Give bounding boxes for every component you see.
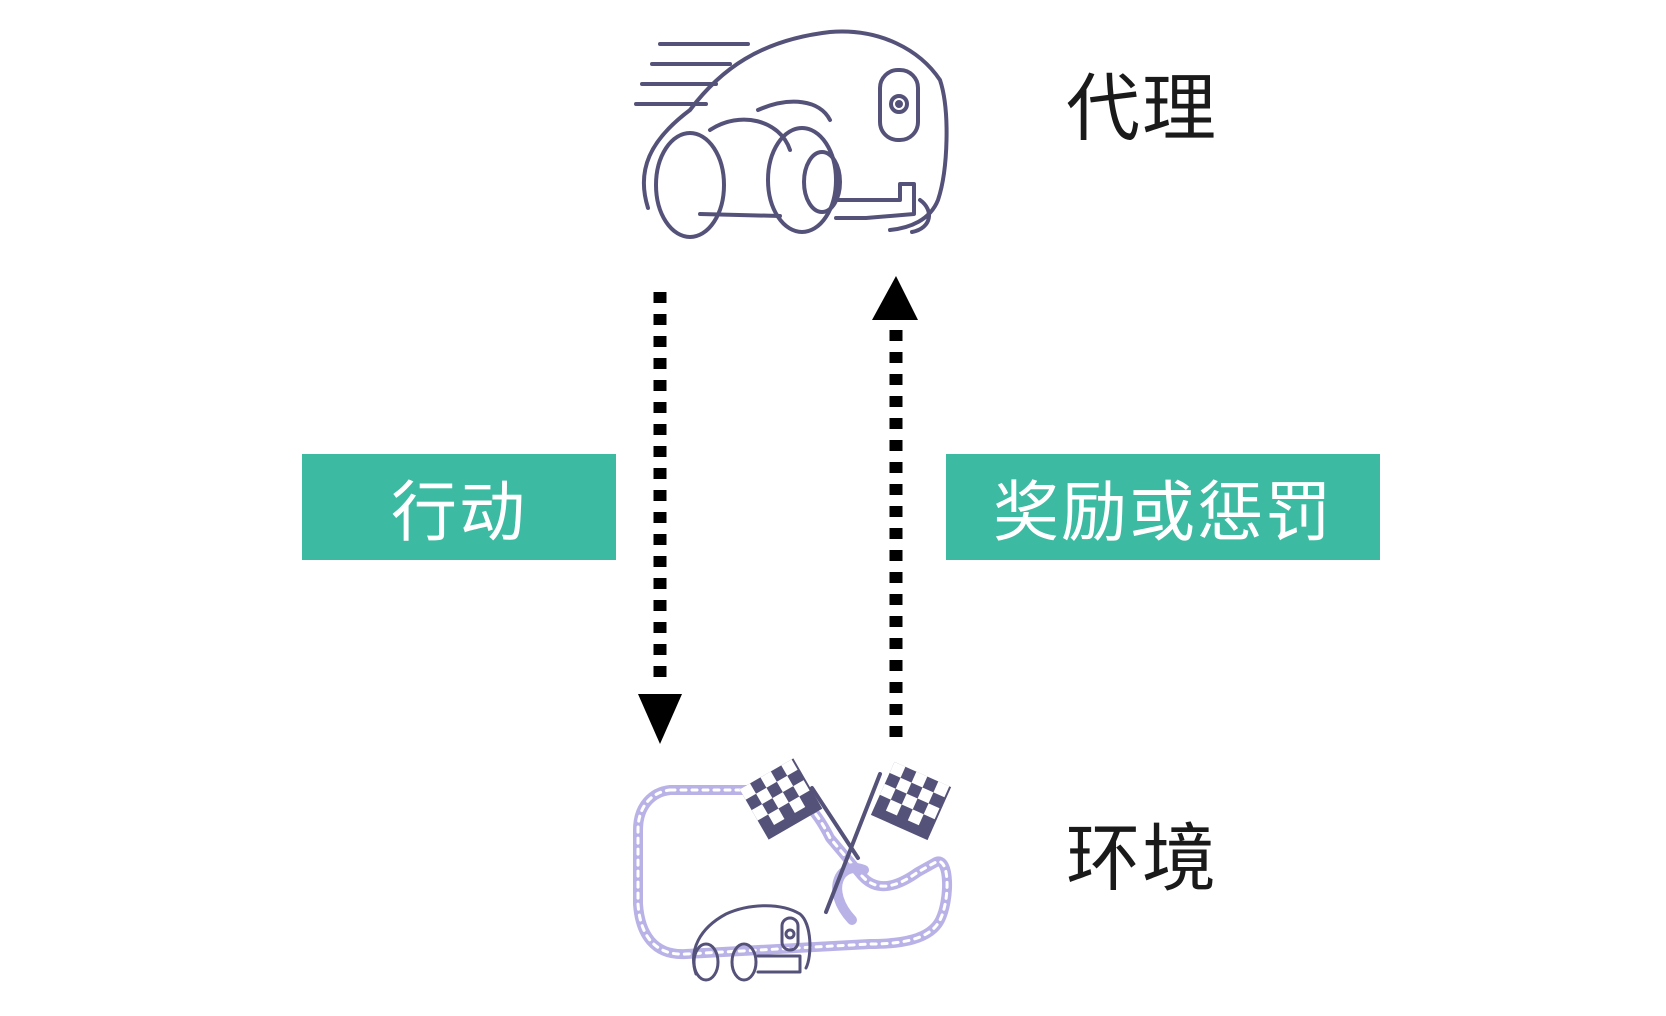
reward-arrow [872,276,918,744]
action-arrow [638,292,682,744]
race-car-icon [634,29,949,239]
action-label: 行动 [391,474,527,551]
reward-tag: 奖励或惩罚 [946,454,1380,560]
checkered-flag-icon [824,761,952,914]
race-track-icon [633,758,952,982]
checkered-flag-icon [739,758,860,860]
reward-label: 奖励或惩罚 [993,474,1333,551]
agent-label: 代理 [1066,66,1218,152]
small-car-icon [692,904,812,982]
environment-label: 环境 [1066,816,1218,902]
action-tag: 行动 [302,454,616,560]
